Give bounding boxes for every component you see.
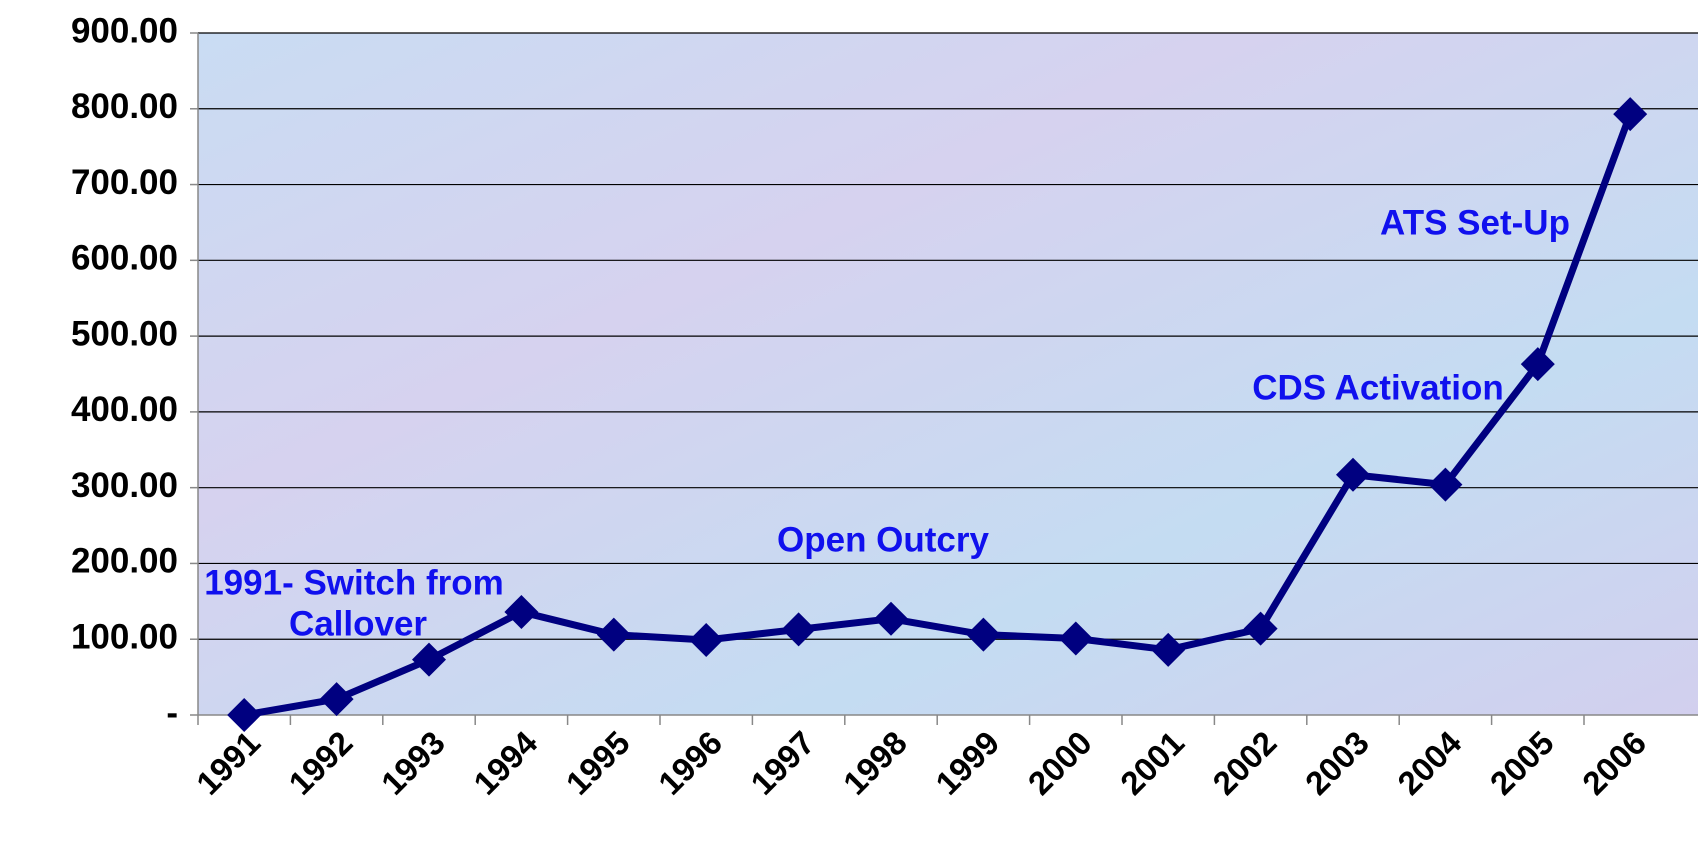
plot-area (198, 33, 1698, 715)
x-tick-label: 1997 (743, 724, 821, 802)
x-tick-label: 1993 (374, 724, 452, 802)
marker (689, 622, 724, 657)
x-tick-label: 2001 (1113, 724, 1191, 802)
y-tick-label: 900.00 (71, 11, 178, 50)
x-tick-label: 2000 (1021, 724, 1099, 802)
y-tick-label: 100.00 (71, 617, 178, 656)
x-tick-label: 2002 (1205, 724, 1283, 802)
marker (412, 642, 446, 677)
y-tick-label: 300.00 (71, 466, 178, 505)
x-tick-label: 2004 (1390, 723, 1469, 802)
x-tick-label: 1996 (651, 724, 729, 802)
x-tick-label: 1991 (189, 724, 267, 802)
x-tick-label: 1992 (281, 724, 359, 802)
marker (1336, 457, 1370, 492)
marker (1151, 632, 1186, 667)
x-tick-label: 2006 (1575, 724, 1653, 802)
x-tick-label: 2003 (1298, 724, 1376, 802)
y-tick-label: 600.00 (71, 239, 178, 278)
marker (319, 682, 354, 717)
marker (874, 601, 908, 636)
x-tick-label: 1998 (836, 724, 914, 802)
marker (596, 617, 631, 652)
line (243, 112, 1634, 719)
x-tick-label: 1994 (466, 723, 545, 802)
marker (1428, 467, 1463, 502)
marker (966, 617, 1001, 652)
annotation: Open Outcry (777, 520, 990, 559)
y-tick-label: 400.00 (71, 390, 178, 429)
marker (781, 612, 816, 647)
y-tick-label: 700.00 (71, 163, 178, 202)
marker (504, 594, 539, 629)
x-tick-label: 2005 (1483, 724, 1561, 802)
annotation: ATS Set-Up (1380, 203, 1570, 242)
y-tick-label: 500.00 (71, 314, 178, 353)
marker (1520, 347, 1555, 382)
annotation: Callover (289, 604, 427, 643)
x-tick-label: 1995 (559, 724, 637, 802)
y-tick-label: 800.00 (71, 87, 178, 126)
y-tick-label: 200.00 (71, 542, 178, 581)
marker (1613, 97, 1648, 132)
x-tick-label: 1999 (928, 724, 1006, 802)
y-tick-label: - (166, 693, 178, 732)
marker (227, 698, 262, 732)
annotation: 1991- Switch from (204, 563, 504, 602)
marker (1058, 621, 1093, 656)
annotation: CDS Activation (1252, 368, 1504, 407)
marker (1243, 611, 1278, 646)
